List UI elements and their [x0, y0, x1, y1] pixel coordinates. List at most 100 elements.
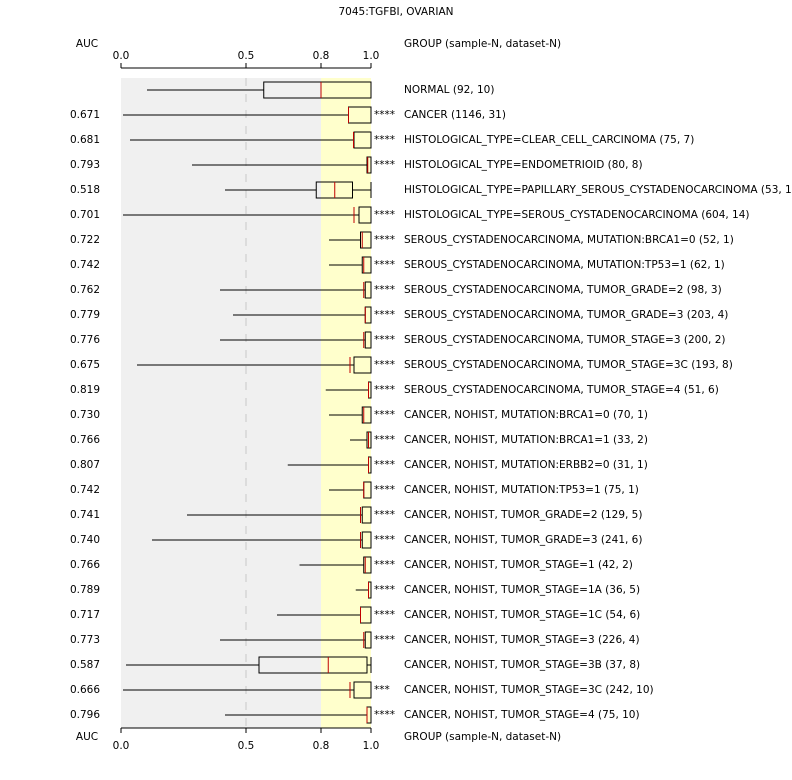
box	[263, 81, 372, 99]
box	[364, 631, 372, 649]
auc-label: 0.741	[70, 509, 100, 521]
box	[363, 556, 372, 574]
auc-label: 0.722	[70, 234, 100, 246]
x-tick-label: 1.0	[363, 50, 380, 62]
group-label: NORMAL (92, 10)	[404, 84, 494, 96]
significance-stars: ****	[374, 284, 395, 296]
significance-stars: ****	[374, 559, 395, 571]
significance-stars: ****	[374, 709, 395, 721]
significance-stars: ****	[374, 409, 395, 421]
auc-label: 0.742	[70, 484, 100, 496]
box	[358, 206, 372, 224]
plot-background	[121, 78, 321, 728]
auc-label: 0.671	[70, 109, 100, 121]
auc-label: 0.740	[70, 534, 100, 546]
auc-header: AUC	[76, 731, 98, 743]
box	[361, 506, 372, 524]
box	[361, 531, 372, 549]
group-label: CANCER, NOHIST, TUMOR_STAGE=3 (226, 4)	[404, 634, 640, 646]
x-tick-label: 1.0	[363, 740, 380, 752]
box	[361, 256, 372, 274]
significance-stars: ****	[374, 109, 395, 121]
auc-label: 0.762	[70, 284, 100, 296]
auc-label: 0.675	[70, 359, 100, 371]
auc-label: 0.681	[70, 134, 100, 146]
group-label: CANCER (1146, 31)	[404, 109, 506, 121]
significance-stars: ****	[374, 634, 395, 646]
group-label: CANCER, NOHIST, MUTATION:BRCA1=0 (70, 1)	[404, 409, 648, 421]
auc-label: 0.518	[70, 184, 100, 196]
group-label: SEROUS_CYSTADENOCARCINOMA, TUMOR_STAGE=3…	[404, 359, 733, 371]
box	[366, 156, 372, 174]
group-label: CANCER, NOHIST, TUMOR_STAGE=3C (242, 10)	[404, 684, 654, 696]
group-label: CANCER, NOHIST, TUMOR_STAGE=1 (42, 2)	[404, 559, 633, 571]
group-label: SEROUS_CYSTADENOCARCINOMA, TUMOR_STAGE=4…	[404, 384, 719, 396]
significance-stars: ****	[374, 434, 395, 446]
box	[353, 681, 372, 699]
box	[361, 406, 372, 424]
group-header: GROUP (sample-N, dataset-N)	[404, 731, 561, 743]
auc-label: 0.730	[70, 409, 100, 421]
group-label: SEROUS_CYSTADENOCARCINOMA, TUMOR_STAGE=3…	[404, 334, 725, 346]
group-label: HISTOLOGICAL_TYPE=SEROUS_CYSTADENOCARCIN…	[404, 209, 750, 221]
group-label: HISTOLOGICAL_TYPE=PAPILLARY_SEROUS_CYSTA…	[404, 184, 792, 196]
auc-label: 0.819	[70, 384, 100, 396]
significance-stars: ****	[374, 359, 395, 371]
group-label: SEROUS_CYSTADENOCARCINOMA, MUTATION:BRCA…	[404, 234, 734, 246]
group-label: HISTOLOGICAL_TYPE=CLEAR_CELL_CARCINOMA (…	[404, 134, 694, 146]
group-label: CANCER, NOHIST, MUTATION:ERBB2=0 (31, 1)	[404, 459, 648, 471]
significance-stars: ****	[374, 259, 395, 271]
auc-label: 0.807	[70, 459, 100, 471]
group-label: CANCER, NOHIST, TUMOR_STAGE=4 (75, 10)	[404, 709, 640, 721]
group-label: HISTOLOGICAL_TYPE=ENDOMETRIOID (80, 8)	[404, 159, 643, 171]
group-label: CANCER, NOHIST, TUMOR_GRADE=2 (129, 5)	[404, 509, 642, 521]
auc-label: 0.717	[70, 609, 100, 621]
group-label: SEROUS_CYSTADENOCARCINOMA, MUTATION:TP53…	[404, 259, 725, 271]
auc-label: 0.766	[70, 559, 100, 571]
auc-label: 0.776	[70, 334, 100, 346]
group-label: SEROUS_CYSTADENOCARCINOMA, TUMOR_GRADE=2…	[404, 284, 722, 296]
significance-stars: ***	[374, 684, 390, 696]
x-tick-label: 0.0	[113, 50, 130, 62]
group-label: CANCER, NOHIST, TUMOR_STAGE=3B (37, 8)	[404, 659, 640, 671]
significance-stars: ****	[374, 209, 395, 221]
group-label: CANCER, NOHIST, MUTATION:BRCA1=1 (33, 2)	[404, 434, 648, 446]
auc-label: 0.587	[70, 659, 100, 671]
x-tick-label: 0.0	[113, 740, 130, 752]
significance-stars: ****	[374, 459, 395, 471]
box	[353, 356, 372, 374]
auc-header: AUC	[76, 38, 98, 50]
significance-stars: ****	[374, 609, 395, 621]
group-header: GROUP (sample-N, dataset-N)	[404, 38, 561, 50]
auc-label: 0.773	[70, 634, 100, 646]
significance-stars: ****	[374, 309, 395, 321]
auc-label: 0.701	[70, 209, 100, 221]
x-tick-label: 0.5	[238, 740, 255, 752]
box	[364, 331, 372, 349]
group-label: CANCER, NOHIST, TUMOR_STAGE=1C (54, 6)	[404, 609, 640, 621]
significance-stars: ****	[374, 159, 395, 171]
significance-stars: ****	[374, 334, 395, 346]
auc-label: 0.789	[70, 584, 100, 596]
significance-stars: ****	[374, 484, 395, 496]
significance-stars: ****	[374, 584, 395, 596]
significance-stars: ****	[374, 509, 395, 521]
box	[258, 656, 368, 674]
group-label: CANCER, NOHIST, TUMOR_GRADE=3 (241, 6)	[404, 534, 642, 546]
auc-label: 0.766	[70, 434, 100, 446]
auc-label: 0.742	[70, 259, 100, 271]
chart-title: 7045:TGFBI, OVARIAN	[338, 6, 453, 18]
highlight-region	[321, 78, 371, 728]
significance-stars: ****	[374, 534, 395, 546]
x-tick-label: 0.8	[313, 740, 330, 752]
x-tick-label: 0.8	[313, 50, 330, 62]
auc-label: 0.793	[70, 159, 100, 171]
box	[360, 231, 372, 249]
significance-stars: ****	[374, 134, 395, 146]
group-label: CANCER, NOHIST, MUTATION:TP53=1 (75, 1)	[404, 484, 639, 496]
auc-label: 0.666	[70, 684, 100, 696]
significance-stars: ****	[374, 234, 395, 246]
group-label: SEROUS_CYSTADENOCARCINOMA, TUMOR_GRADE=3…	[404, 309, 728, 321]
box	[364, 281, 372, 299]
